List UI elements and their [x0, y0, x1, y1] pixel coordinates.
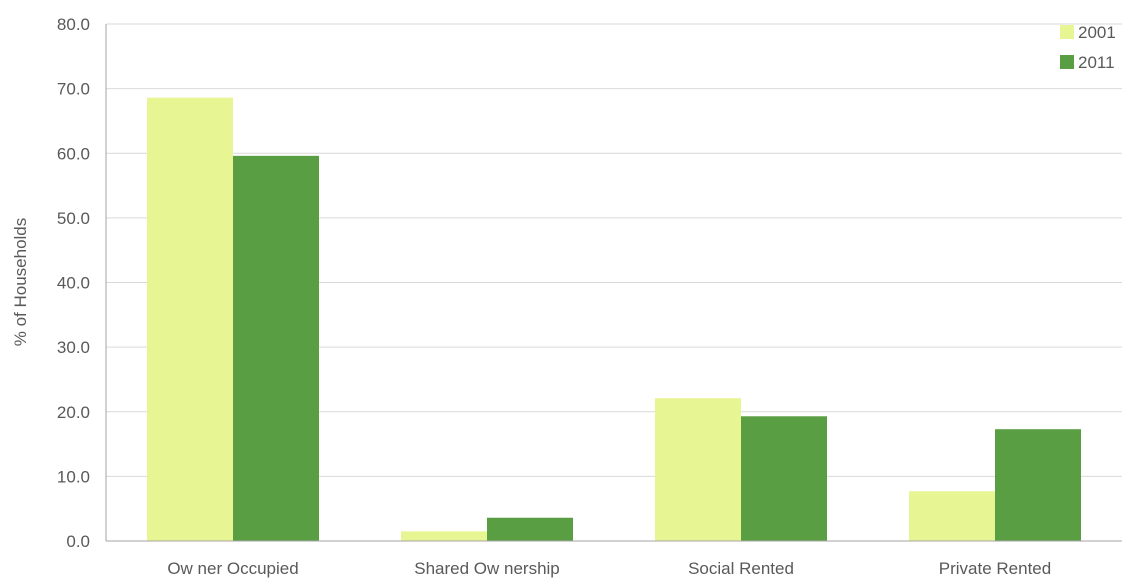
y-axis-tick-labels: 0.0 10.0 20.0 30.0 40.0 50.0 60.0 70.0 80.0 [57, 15, 90, 551]
x-category-label: Social Rented [688, 559, 794, 578]
y-tick-label: 60.0 [57, 144, 90, 163]
y-tick-label: 0.0 [66, 532, 90, 551]
bar-2001-1 [401, 531, 487, 541]
y-tick-label: 20.0 [57, 403, 90, 422]
bar-2011-1 [487, 517, 573, 541]
bar-2011-3 [995, 429, 1081, 541]
legend: 2001 2011 [1060, 23, 1116, 72]
bar-2001-0 [147, 97, 233, 542]
y-tick-label: 80.0 [57, 15, 90, 34]
y-tick-label: 70.0 [57, 80, 90, 99]
legend-label: 2001 [1078, 23, 1116, 42]
bar-2001-3 [909, 491, 995, 541]
bar-2001-2 [655, 398, 741, 541]
legend-label: 2011 [1078, 53, 1115, 72]
x-category-label: Shared Ow nership [414, 559, 560, 578]
y-tick-label: 10.0 [57, 467, 90, 486]
bar-2011-0 [233, 155, 319, 541]
x-category-label: Private Rented [939, 559, 1051, 578]
y-tick-label: 30.0 [57, 338, 90, 357]
legend-swatch-2001 [1060, 25, 1074, 39]
bar-2011-2 [741, 416, 827, 541]
x-category-label: Ow ner Occupied [167, 559, 298, 578]
y-axis-title: % of Households [11, 218, 30, 347]
x-axis-category-labels: Ow ner Occupied Shared Ow nership Social R… [167, 559, 1051, 578]
legend-swatch-2011 [1060, 55, 1074, 69]
bars [147, 97, 1081, 542]
y-tick-label: 40.0 [57, 274, 90, 293]
y-tick-label: 50.0 [57, 209, 90, 228]
